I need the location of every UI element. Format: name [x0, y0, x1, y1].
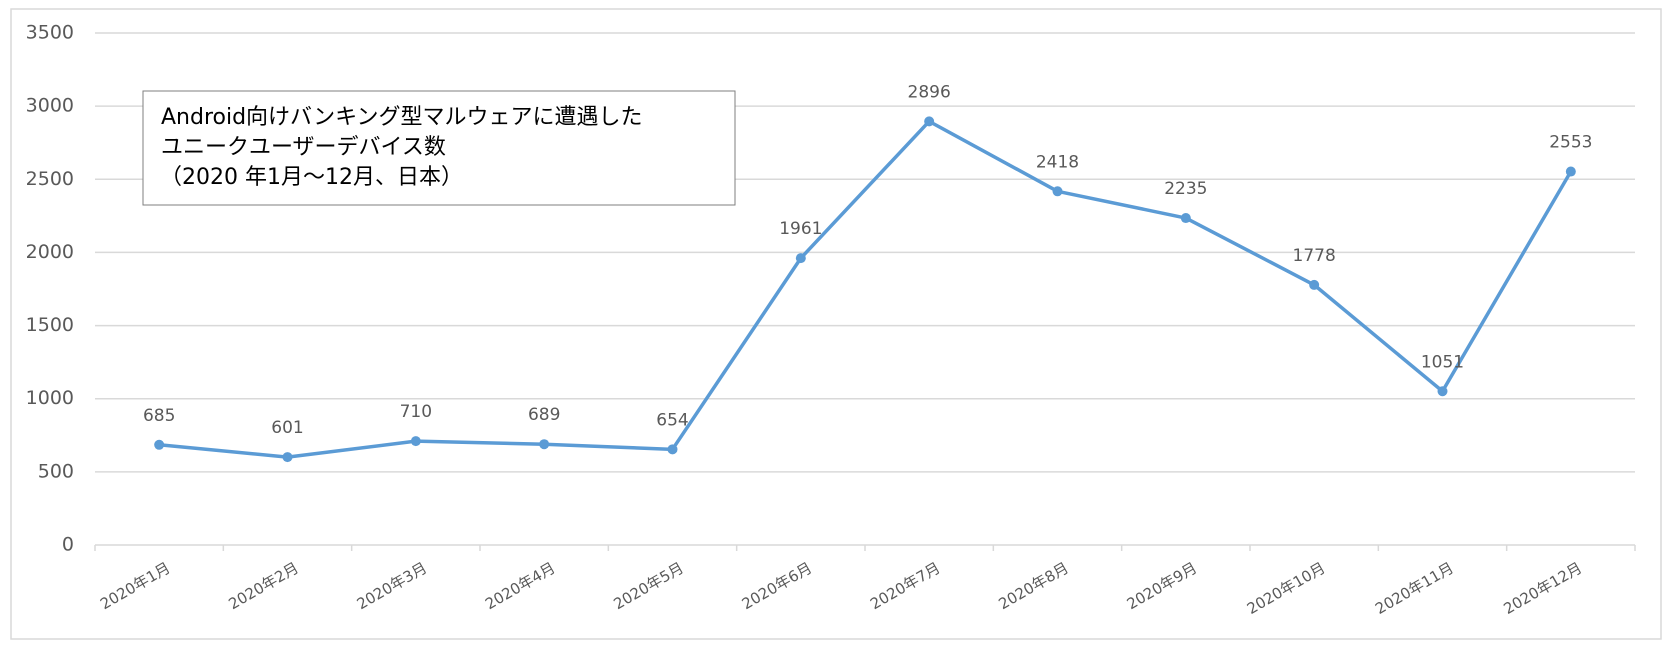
- point: [1565, 166, 1576, 177]
- y-tick-label: 500: [38, 460, 74, 482]
- title-box: [142, 90, 736, 206]
- point: [1309, 279, 1320, 290]
- point: [795, 253, 806, 264]
- point: [924, 116, 935, 127]
- data-label: 1778: [1293, 246, 1336, 266]
- data-label: 685: [143, 406, 175, 426]
- data-label: 2418: [1036, 152, 1079, 172]
- data-label: 2235: [1164, 179, 1207, 199]
- point: [154, 439, 165, 450]
- data-label: 689: [528, 405, 560, 425]
- chart-title: Android向けバンキング型マルウェアに遭遇した: [161, 105, 643, 130]
- point: [539, 439, 550, 450]
- data-label: 710: [400, 402, 432, 422]
- point: [410, 436, 421, 447]
- y-tick-label: 0: [62, 534, 74, 556]
- series-line: [159, 119, 1573, 459]
- chart-title: ユニークユーザーデバイス数: [161, 135, 446, 160]
- data-label: 654: [656, 410, 688, 430]
- y-tick-label: 2000: [26, 241, 74, 263]
- point: [667, 444, 678, 455]
- y-tick-label: 1500: [26, 314, 74, 336]
- y-tick-label: 2500: [26, 168, 74, 190]
- data-label: 2896: [908, 82, 951, 102]
- point: [1052, 186, 1063, 197]
- data-label: 601: [271, 418, 303, 438]
- data-label: 1961: [779, 219, 822, 239]
- point: [1180, 213, 1191, 224]
- point: [282, 452, 293, 463]
- y-tick-label: 3500: [26, 22, 74, 44]
- chart-title: （2020 年1月～12月、日本）: [160, 165, 463, 190]
- y-tick-label: 1000: [26, 387, 74, 409]
- point: [1437, 386, 1448, 397]
- data-label: 1051: [1421, 352, 1464, 372]
- y-tick-label: 3000: [26, 95, 74, 117]
- data-label: 2553: [1549, 133, 1592, 153]
